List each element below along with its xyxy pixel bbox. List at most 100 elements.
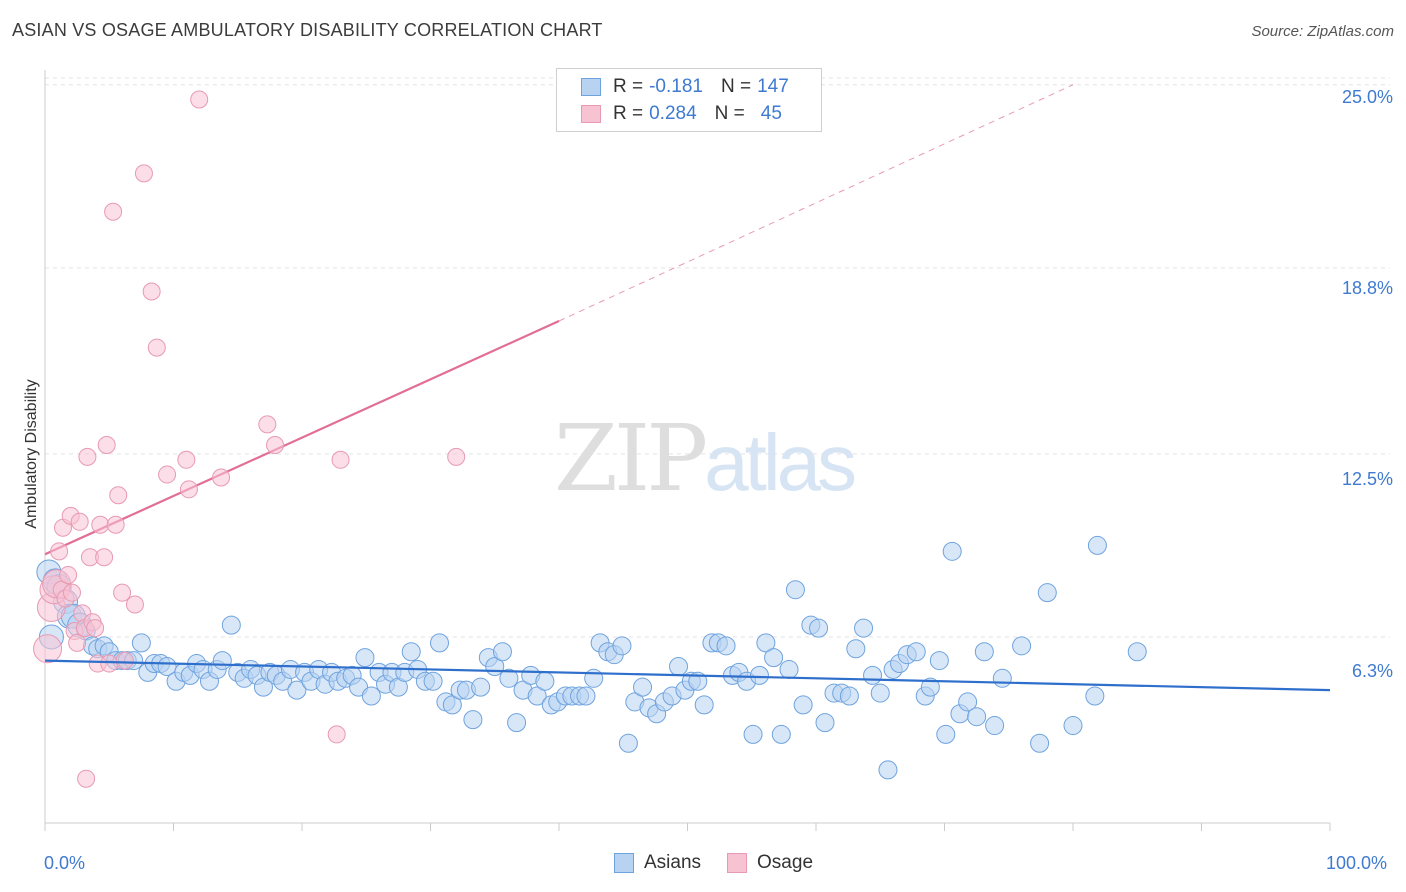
asians-point: [1012, 636, 1032, 656]
asians-point: [442, 695, 462, 715]
asians-trend-line: [44, 659, 1331, 692]
asians-point: [878, 760, 898, 780]
legend-item-asians[interactable]: Asians: [614, 852, 701, 874]
y-tick-label: 12.5%: [1341, 469, 1393, 489]
asians-point: [212, 651, 232, 671]
chart-title: ASIAN VS OSAGE AMBULATORY DISABILITY COR…: [12, 20, 603, 40]
legend-r-label: R =: [613, 76, 644, 97]
osage-point: [331, 450, 350, 469]
gridlines: [45, 77, 1390, 638]
legend-row-asians: R = -0.181 N = 147: [581, 75, 789, 99]
asians-point: [429, 633, 449, 653]
asians-point: [863, 665, 883, 685]
asians-point: [846, 639, 866, 659]
osage-point: [100, 654, 119, 673]
watermark-zip: ZIP: [554, 405, 708, 512]
asians-point: [694, 695, 714, 715]
legend-n-value: 147: [757, 76, 789, 97]
osage-point: [106, 515, 125, 534]
asians-legend-swatch: [614, 853, 634, 873]
asians-point: [771, 724, 791, 744]
x-tick-label-max: 100.0%: [1326, 853, 1388, 873]
asians-point: [793, 695, 813, 715]
osage-point: [113, 583, 132, 602]
asians-point: [967, 707, 987, 727]
chart-source: Source: ZipAtlas.com: [1251, 23, 1394, 40]
asians-point: [974, 642, 994, 662]
asians-point: [992, 668, 1012, 688]
asians-point: [854, 618, 874, 638]
legend-n-value: 45: [760, 103, 782, 124]
asians-point: [743, 724, 763, 744]
asians-point: [612, 636, 632, 656]
osage-point: [62, 583, 81, 602]
asians-point: [809, 618, 829, 638]
asians-point: [1087, 535, 1107, 555]
osage-point: [70, 512, 89, 531]
asians-point: [507, 713, 527, 733]
osage-swatch: [581, 105, 601, 123]
asians-point: [131, 633, 151, 653]
osage-trend-line: [44, 84, 1074, 556]
osage-point: [134, 164, 153, 183]
asians-point: [1085, 686, 1105, 706]
legend-r-value: -0.181: [649, 76, 703, 97]
asians-point: [576, 686, 596, 706]
osage-point: [327, 725, 346, 744]
legend-item-osage[interactable]: Osage: [727, 852, 813, 874]
correlation-legend: R = -0.181 N = 147 R = 0.284 N = 45: [556, 68, 822, 132]
asians-point: [633, 677, 653, 697]
osage-point: [190, 90, 209, 109]
osage-legend-swatch: [727, 853, 748, 873]
osage-point: [104, 202, 123, 221]
asians-point: [669, 656, 689, 676]
asians-point: [756, 633, 776, 653]
legend-label-asians: Asians: [644, 852, 702, 873]
osage-point: [59, 565, 78, 584]
y-tick-label: 25.0%: [1341, 87, 1393, 107]
asians-point: [423, 671, 443, 691]
osage-point: [142, 282, 161, 301]
asians-point: [1127, 642, 1147, 662]
osage-point: [77, 769, 96, 788]
osage-point: [68, 633, 87, 652]
osage-point: [95, 548, 114, 567]
osage-point: [97, 436, 116, 455]
asians-point: [942, 541, 962, 561]
osage-point: [109, 486, 128, 505]
asians-point: [785, 580, 805, 600]
asians-point: [401, 642, 421, 662]
series-legend: Asians Osage: [614, 852, 839, 874]
asians-point: [749, 665, 769, 685]
asians-point: [870, 683, 890, 703]
asians-point: [764, 648, 784, 668]
asians-point: [499, 668, 519, 688]
legend-r-label: R =: [613, 103, 644, 124]
asians-point: [492, 642, 512, 662]
asians-point: [1030, 733, 1050, 753]
asians-point: [815, 713, 835, 733]
asians-point: [287, 680, 307, 700]
legend-n-label: N =: [720, 76, 752, 97]
asians-point: [157, 656, 177, 676]
x-tick-label-min: 0.0%: [44, 853, 86, 873]
legend-row-osage: R = 0.284 N = 45: [581, 102, 782, 126]
osage-points: [33, 90, 466, 788]
osage-point: [33, 634, 63, 664]
y-axis-label: Ambulatory Disability: [23, 379, 40, 529]
axes: [44, 70, 1331, 831]
osage-point: [179, 480, 198, 499]
asians-point: [906, 642, 926, 662]
osage-point: [258, 415, 277, 434]
asians-point: [1037, 583, 1057, 603]
asians-point: [920, 677, 940, 697]
asians-point: [471, 677, 491, 697]
asians-point: [527, 686, 547, 706]
osage-point: [447, 447, 466, 466]
asians-point: [463, 710, 483, 730]
osage-point: [147, 338, 166, 357]
osage-point: [212, 468, 231, 487]
osage-point: [125, 595, 144, 614]
asians-point: [221, 615, 241, 635]
